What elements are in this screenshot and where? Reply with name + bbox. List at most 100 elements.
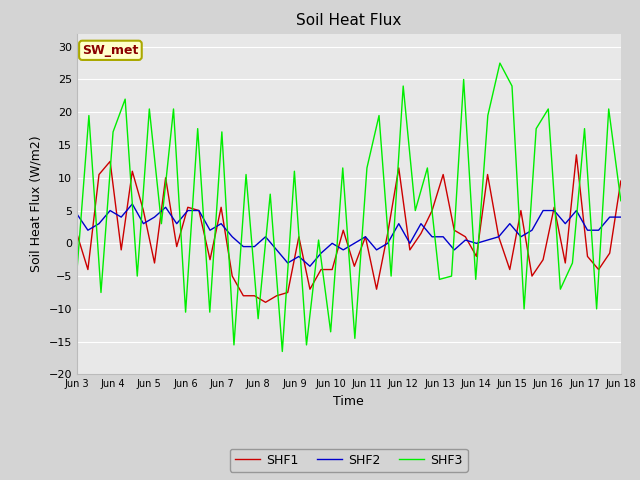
SHF2 [84, 228, 92, 233]
SHF2 [461, 237, 469, 243]
SHF3 [580, 126, 588, 132]
SHF3 [266, 192, 274, 197]
SHF3 [375, 113, 383, 119]
SHF1 [550, 204, 558, 210]
SHF1 [451, 228, 458, 233]
SHF3 [520, 306, 528, 312]
SHF2 [140, 221, 147, 227]
SHF2 [328, 240, 336, 246]
SHF1 [328, 267, 336, 273]
Line: SHF2: SHF2 [77, 204, 621, 266]
SHF1 [295, 234, 303, 240]
SHF1 [362, 234, 369, 240]
SHF2 [540, 208, 547, 214]
SHF2 [218, 221, 225, 227]
SHF2 [117, 214, 125, 220]
SHF3 [339, 165, 347, 171]
SHF3 [605, 106, 612, 112]
SHF1 [173, 244, 180, 250]
SHF2 [584, 228, 591, 233]
SHF2 [273, 247, 280, 253]
SHF2 [573, 208, 580, 214]
SHF2 [306, 264, 314, 269]
SHF1 [317, 267, 325, 273]
SHF1 [73, 230, 81, 236]
SHF1 [162, 175, 170, 180]
SHF3 [460, 77, 467, 83]
SHF1 [218, 204, 225, 210]
SHF1 [273, 293, 280, 299]
SHF1 [606, 250, 614, 256]
SHF1 [140, 208, 147, 214]
SHF2 [173, 221, 180, 227]
SHF3 [145, 106, 153, 112]
SHF3 [363, 165, 371, 171]
SHF1 [395, 165, 403, 171]
SHF1 [472, 253, 480, 259]
SHF1 [573, 152, 580, 158]
SHF2 [195, 208, 203, 214]
SHF3 [315, 237, 323, 243]
SHF2 [595, 228, 602, 233]
SHF2 [528, 228, 536, 233]
SHF2 [517, 234, 525, 240]
SHF2 [95, 221, 103, 227]
SHF3 [472, 276, 479, 282]
SHF2 [550, 208, 558, 214]
SHF3 [593, 306, 600, 312]
SHF3 [484, 113, 492, 119]
SHF3 [399, 83, 407, 89]
SHF2 [184, 208, 191, 214]
SHF3 [327, 329, 335, 335]
SHF2 [206, 228, 214, 233]
SHF2 [284, 260, 292, 266]
SHF2 [73, 211, 81, 216]
SHF2 [351, 240, 358, 246]
SHF3 [206, 309, 214, 315]
SHF1 [95, 172, 103, 178]
SHF1 [195, 208, 203, 214]
SHF1 [561, 260, 569, 266]
SHF1 [417, 230, 425, 236]
SHF1 [484, 172, 492, 178]
SHF3 [194, 126, 202, 132]
SHF1 [406, 247, 413, 253]
SHF3 [242, 172, 250, 178]
SHF1 [595, 267, 602, 273]
SHF1 [339, 228, 347, 233]
SHF2 [228, 234, 236, 240]
SHF1 [150, 260, 158, 266]
SHF3 [508, 83, 516, 89]
SHF2 [239, 244, 247, 250]
SHF2 [251, 244, 259, 250]
SHF1 [372, 286, 380, 292]
SHF1 [540, 257, 547, 263]
SHF2 [484, 237, 492, 243]
SHF1 [461, 234, 469, 240]
SHF1 [117, 247, 125, 253]
SHF3 [545, 106, 552, 112]
SHF3 [568, 260, 576, 266]
SHF2 [506, 221, 514, 227]
SHF3 [303, 342, 310, 348]
SHF3 [448, 273, 456, 279]
SHF2 [339, 247, 347, 253]
SHF2 [150, 214, 158, 220]
SHF1 [84, 267, 92, 273]
SHF3 [278, 348, 286, 354]
SHF2 [372, 247, 380, 253]
SHF1 [439, 172, 447, 178]
SHF2 [561, 221, 569, 227]
SHF3 [617, 198, 625, 204]
Y-axis label: Soil Heat Flux (W/m2): Soil Heat Flux (W/m2) [30, 136, 43, 272]
Line: SHF1: SHF1 [77, 155, 621, 302]
SHF1 [517, 208, 525, 214]
Title: Soil Heat Flux: Soil Heat Flux [296, 13, 401, 28]
SHF1 [129, 168, 136, 174]
SHF1 [584, 253, 591, 259]
SHF3 [182, 309, 189, 315]
SHF1 [251, 293, 259, 299]
SHF3 [109, 129, 117, 135]
SHF2 [451, 247, 458, 253]
SHF2 [262, 234, 269, 240]
